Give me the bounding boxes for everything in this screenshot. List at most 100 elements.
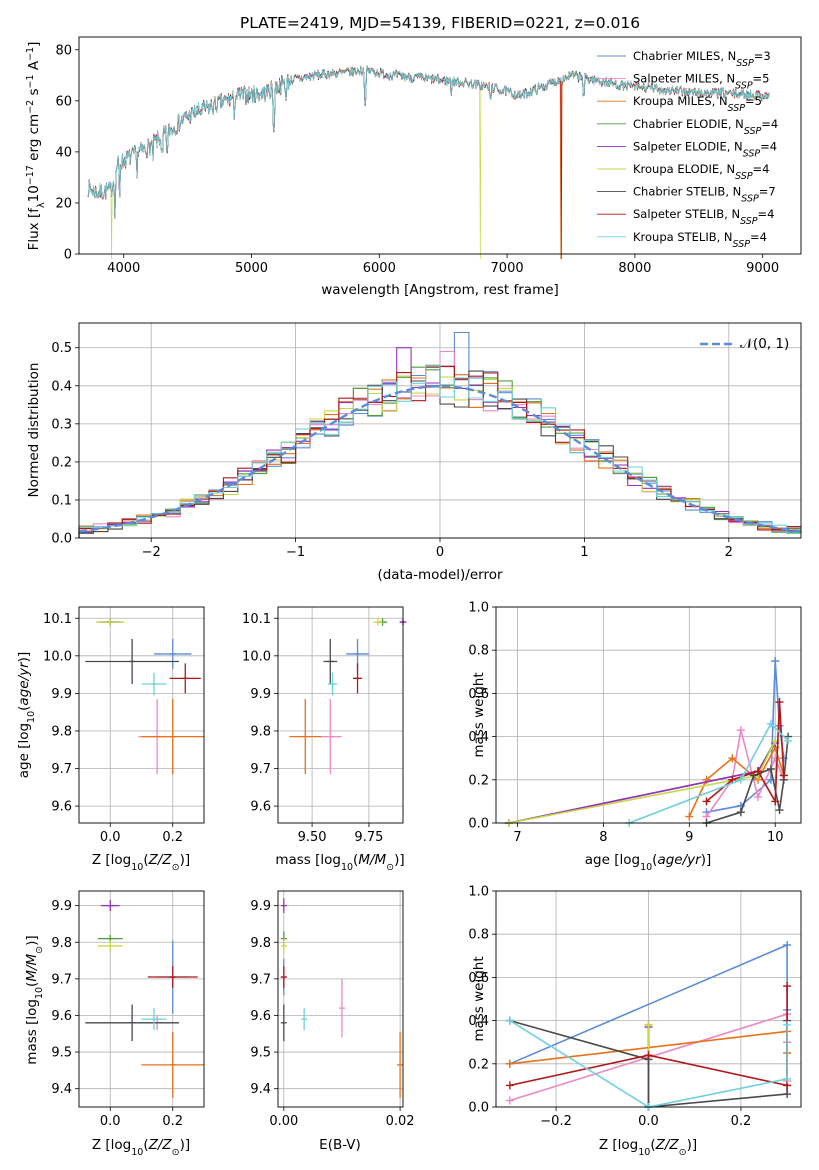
y-axis-label: mass [log10(M/M⊙)] <box>24 935 45 1064</box>
legend-label: Salpeter ELODIE, NSSP=4 <box>633 139 777 159</box>
series-line <box>706 660 785 813</box>
x-tick-label: 0.0 <box>638 1114 659 1129</box>
x-tick-label: 0.2 <box>731 1114 752 1129</box>
y-axis-label: Flux [fλ10−17 erg cm−2 s−1 A−1] <box>25 42 47 251</box>
legend-label: Kroupa ELODIE, NSSP=4 <box>633 162 770 182</box>
x-axis-label: mass [log10(M/M⊙)] <box>275 852 404 873</box>
series-line <box>628 722 789 824</box>
mass_vs_ebv-panel: 0.00 0.02 9.4 9.5 9.6 9.7 9.8 9.9 <box>250 890 415 1129</box>
x-tick-label: 9000 <box>746 261 779 276</box>
y-tick-label: 9.4 <box>51 1082 72 1097</box>
y-tick-label: 0.6 <box>468 687 489 702</box>
mass_vs_ebv-marks <box>280 898 404 1098</box>
age_vs_mass-panel: 9.50 9.75 9.6 9.7 9.8 9.9 10.0 10.1 <box>242 606 407 845</box>
mass_vs_Z-panel: 0.0 0.2 9.4 9.5 9.6 9.7 9.8 9.9 <box>51 890 205 1129</box>
y-tick-label: 9.7 <box>51 972 72 987</box>
axes-frame <box>78 36 802 255</box>
y-tick-label: 10.0 <box>242 649 271 664</box>
series-line <box>705 701 785 805</box>
series-marker <box>505 1081 514 1090</box>
series-marker <box>775 721 784 730</box>
series-marker <box>505 1016 514 1025</box>
series-marker <box>505 1059 514 1068</box>
series-marker <box>775 806 784 815</box>
y-tick-label: 10.0 <box>43 649 72 664</box>
axes-frame <box>78 322 802 539</box>
y-tick-label: 9.9 <box>250 899 271 914</box>
series-line <box>509 1019 788 1108</box>
y-tick-label: 9.5 <box>250 1046 271 1061</box>
y-tick-label: 0.4 <box>468 1014 489 1029</box>
y-tick-label: 9.7 <box>51 762 72 777</box>
y-tick-label: 0.4 <box>468 730 489 745</box>
age_vs_Z-marks <box>85 618 204 775</box>
series-marker <box>766 765 775 773</box>
y-tick-label: 10.1 <box>43 612 72 627</box>
axes-frame <box>78 890 205 1108</box>
histogram-step <box>78 364 801 538</box>
y-tick-label: 0.5 <box>51 341 72 356</box>
x-tick-label: 1 <box>580 545 588 560</box>
y-tick-label: 9.4 <box>250 1082 271 1097</box>
x-tick-label: 0 <box>436 545 444 560</box>
axes-frame <box>277 606 404 824</box>
y-tick-label: 9.5 <box>51 1046 72 1061</box>
legend-label: Kroupa MILES, NSSP=5 <box>633 94 762 114</box>
weight_vs_Z-panel: −0.2 0.0 0.2 0.0 0.2 0.4 0.6 0.8 1.0 <box>468 885 802 1129</box>
residuals-panel: −2 −1 0 1 2 0.0 0.1 0.2 0.3 0.4 0.5 𝒩(0, 1) (data-mo… <box>26 322 802 583</box>
axes-frame <box>495 890 802 1108</box>
y-tick-label: 0.8 <box>468 928 489 943</box>
y-tick-label: 0.0 <box>468 1101 489 1116</box>
series-marker <box>775 698 784 707</box>
x-tick-label: 0.0 <box>100 830 121 845</box>
series-marker <box>644 1020 653 1029</box>
x-tick-label: 10 <box>767 830 784 845</box>
y-tick-label: 0 <box>64 248 72 263</box>
series-marker <box>783 1090 792 1099</box>
y-tick-label: 9.6 <box>250 1009 271 1024</box>
y-tick-label: 0.0 <box>51 532 72 547</box>
y-tick-label: 9.8 <box>250 724 271 739</box>
series-marker <box>783 1020 792 1029</box>
series-marker <box>783 941 792 949</box>
y-tick-label: 9.6 <box>51 800 72 815</box>
series-marker <box>736 808 745 817</box>
legend-label: Chabrier MILES, NSSP=3 <box>633 49 771 69</box>
legend-label: Salpeter STELIB, NSSP=4 <box>633 207 774 227</box>
plot-layer: 4000 5000 6000 7000 8000 9000020406080wavelen… <box>16 36 802 1158</box>
x-tick-label: −0.2 <box>540 1114 572 1129</box>
x-axis-label: (data-model)/error <box>377 567 503 583</box>
age_vs_mass-marks <box>289 618 407 775</box>
series-marker <box>779 771 788 780</box>
axes-frame <box>495 606 802 824</box>
y-axis-label: age [log10(age/yr)] <box>16 652 37 778</box>
y-tick-label: 1.0 <box>468 885 489 900</box>
y-tick-label: 0.6 <box>468 971 489 986</box>
age_vs_Z-panel: 0.0 0.2 9.6 9.7 9.8 9.9 10.0 10.1 <box>43 606 205 845</box>
x-tick-label: 6000 <box>363 261 396 276</box>
legend-label: 𝒩(0, 1) <box>740 336 789 352</box>
x-tick-label: 0.02 <box>386 1114 415 1129</box>
y-tick-label: 9.8 <box>250 936 271 951</box>
y-tick-label: 0.3 <box>51 417 72 432</box>
y-axis-label: mass weight <box>471 956 487 1041</box>
legend-label: Chabrier ELODIE, NSSP=4 <box>633 117 778 137</box>
x-tick-label: 4000 <box>107 261 140 276</box>
x-tick-label: 2 <box>725 545 733 560</box>
series-marker <box>644 1051 653 1060</box>
series-marker <box>754 767 763 776</box>
series-marker <box>771 657 780 665</box>
legend-label: Salpeter MILES, NSSP=5 <box>633 72 770 92</box>
y-tick-label: 9.8 <box>51 936 72 951</box>
mass_vs_Z-marks <box>85 900 204 1098</box>
y-tick-label: 20 <box>55 196 72 211</box>
series-marker <box>766 719 775 728</box>
y-tick-label: 9.8 <box>51 724 72 739</box>
x-tick-label: 9.50 <box>298 830 327 845</box>
x-tick-label: −2 <box>142 545 161 560</box>
series-marker <box>736 775 745 784</box>
x-axis-label: E(B-V) <box>319 1137 361 1153</box>
series-marker <box>783 982 792 991</box>
legend-label: Chabrier STELIB, NSSP=7 <box>633 185 776 205</box>
x-tick-label: 8 <box>599 830 607 845</box>
